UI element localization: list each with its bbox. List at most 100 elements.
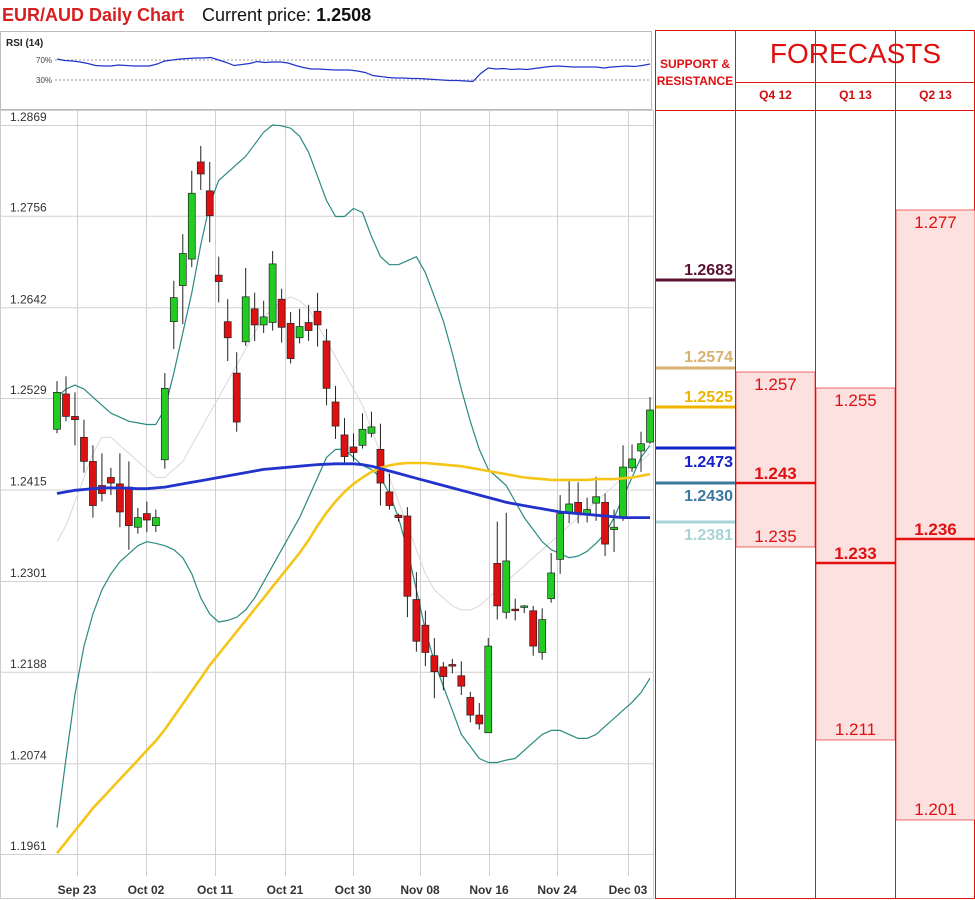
candle — [259, 300, 268, 333]
candle-body — [646, 409, 654, 443]
candle — [403, 507, 412, 618]
support-resistance-value: 1.2430 — [684, 488, 733, 505]
candle-body — [178, 253, 187, 286]
bollinger-middle-line — [56, 296, 651, 611]
forecast-low-q1: 1.211 — [835, 720, 876, 739]
candle-body — [592, 496, 600, 504]
candle-body — [250, 308, 259, 326]
candle-body — [547, 572, 556, 600]
forecast-mid-q4: 1.243 — [754, 464, 797, 483]
candle — [232, 352, 241, 432]
candle-body — [304, 322, 313, 331]
candle-body — [556, 513, 565, 560]
candle-body — [223, 321, 232, 339]
candle — [592, 476, 600, 521]
y-tick-label: 1.1961 — [10, 839, 47, 853]
rsi-frame — [0, 31, 652, 110]
candle — [53, 381, 61, 434]
candle — [160, 373, 169, 469]
candle — [151, 509, 160, 533]
candle-body — [134, 517, 142, 528]
candle-body — [116, 483, 124, 513]
candle-body — [448, 664, 457, 667]
price-panel: 1.2869 1.2756 1.2642 1.2529 1.2415 1.2301 1.21… — [0, 110, 654, 899]
forecast-range-q2 — [895, 209, 975, 821]
candle — [475, 703, 484, 730]
y-tick-label: 1.2756 — [10, 201, 47, 215]
forecast-high-q2: 1.277 — [914, 213, 957, 232]
candle — [196, 145, 205, 191]
chart-header: EUR/AUD Daily Chart Current price: 1.250… — [0, 0, 655, 30]
price-value: 1.2508 — [316, 5, 372, 25]
candle-body — [295, 326, 304, 339]
current-price: Current price: 1.2508 — [202, 5, 371, 26]
candle-body — [331, 401, 340, 427]
x-tick-label: Nov 16 — [469, 883, 509, 897]
candle — [394, 513, 403, 522]
candle — [322, 328, 331, 406]
candle-body — [241, 296, 250, 343]
candle-body — [403, 515, 412, 597]
support-resistance-value: 1.2381 — [684, 527, 733, 544]
candle-body — [214, 274, 223, 282]
y-tick-label: 1.2301 — [10, 566, 47, 580]
candle — [349, 433, 358, 462]
candle — [205, 161, 214, 243]
candle-body — [457, 675, 466, 687]
candle — [169, 280, 178, 349]
candle-body — [107, 477, 115, 484]
candle — [178, 234, 187, 325]
x-tick-label: Oct 30 — [335, 883, 372, 897]
candle-body — [637, 443, 645, 452]
candle — [511, 598, 520, 621]
rsi-level-label: 30% — [36, 76, 52, 85]
candle — [295, 308, 304, 344]
support-resistance-value: 1.2473 — [684, 454, 733, 471]
candle-body — [53, 392, 61, 430]
candle-body — [277, 298, 286, 328]
candle-body — [322, 340, 331, 389]
y-tick-label: 1.2074 — [10, 748, 47, 762]
forecast-mid-q1: 1.233 — [834, 544, 877, 563]
candle — [448, 658, 457, 674]
column-header-q1: Q1 13 — [839, 88, 872, 102]
forecast-high-q1: 1.255 — [834, 391, 877, 410]
candle — [331, 385, 340, 439]
candle-body — [160, 387, 169, 461]
y-tick-label: 1.2529 — [10, 383, 47, 397]
candle-body — [475, 714, 484, 725]
candle-body — [232, 372, 241, 423]
candle — [187, 170, 196, 268]
candle — [385, 473, 394, 510]
candle-body — [520, 605, 529, 608]
candle-body — [385, 491, 394, 506]
candle — [367, 411, 376, 438]
candle-body — [89, 461, 97, 506]
candle-body — [151, 517, 160, 526]
candle — [71, 392, 79, 446]
x-tick-label: Dec 03 — [609, 883, 648, 897]
candle — [628, 444, 636, 472]
candle — [286, 312, 295, 364]
candle-body — [349, 446, 358, 453]
candle-body — [142, 513, 151, 521]
moving-average-fast-line — [55, 461, 651, 855]
candle-body — [169, 297, 178, 323]
candle-body — [80, 436, 88, 462]
candle-body — [367, 426, 376, 434]
support-resistance-value: 1.2574 — [684, 349, 733, 366]
support-resistance-title: SUPPORT & RESISTANCE — [656, 57, 734, 88]
column-header-q2: Q2 13 — [919, 88, 952, 102]
candle-body — [358, 428, 367, 446]
candle-body — [511, 608, 520, 612]
support-resistance-value: 1.2683 — [684, 262, 733, 279]
rsi-level-label: 70% — [36, 56, 52, 65]
candle-body — [340, 434, 349, 457]
chart-title: EUR/AUD Daily Chart — [2, 5, 185, 25]
candle — [547, 552, 556, 603]
candle-body — [313, 310, 322, 326]
candle — [538, 608, 547, 660]
rsi-line — [56, 56, 651, 83]
candle-body — [196, 161, 205, 175]
